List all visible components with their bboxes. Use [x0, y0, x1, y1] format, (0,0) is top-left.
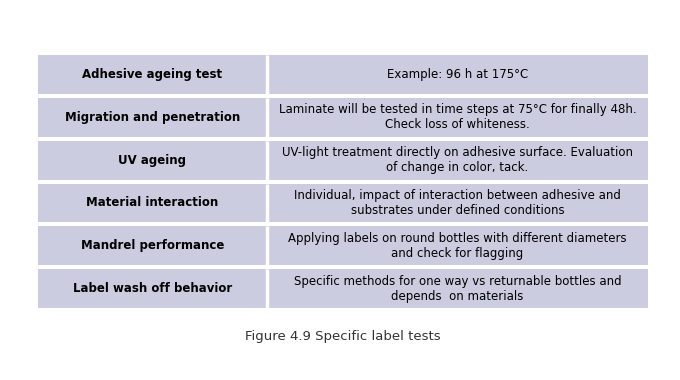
Bar: [267, 141, 648, 179]
Text: Laminate will be tested in time steps at 75°C for finally 48h.
Check loss of whi: Laminate will be tested in time steps at…: [279, 103, 636, 131]
Bar: [38, 55, 267, 94]
Bar: [267, 55, 648, 94]
Bar: [38, 141, 267, 179]
Text: Migration and penetration: Migration and penetration: [65, 111, 240, 124]
Bar: [38, 184, 267, 222]
Text: Figure 4.9 Specific label tests: Figure 4.9 Specific label tests: [245, 330, 441, 343]
Text: Specific methods for one way vs returnable bottles and
depends  on materials: Specific methods for one way vs returnab…: [294, 275, 622, 302]
Text: Individual, impact of interaction between adhesive and
substrates under defined : Individual, impact of interaction betwee…: [294, 189, 621, 217]
Bar: [38, 269, 267, 308]
Text: Mandrel performance: Mandrel performance: [81, 239, 224, 252]
Bar: [38, 226, 267, 265]
Bar: [267, 269, 648, 308]
Bar: [267, 184, 648, 222]
Bar: [267, 226, 648, 265]
Text: Applying labels on round bottles with different diameters
and check for flagging: Applying labels on round bottles with di…: [288, 232, 627, 260]
Text: Adhesive ageing test: Adhesive ageing test: [82, 68, 222, 81]
Text: Material interaction: Material interaction: [86, 196, 218, 209]
Text: UV ageing: UV ageing: [118, 154, 186, 166]
Text: Label wash off behavior: Label wash off behavior: [73, 282, 232, 295]
Bar: [38, 98, 267, 137]
Bar: [267, 98, 648, 137]
Text: UV-light treatment directly on adhesive surface. Evaluation
of change in color, : UV-light treatment directly on adhesive …: [282, 146, 633, 174]
Text: Example: 96 h at 175°C: Example: 96 h at 175°C: [387, 68, 528, 81]
